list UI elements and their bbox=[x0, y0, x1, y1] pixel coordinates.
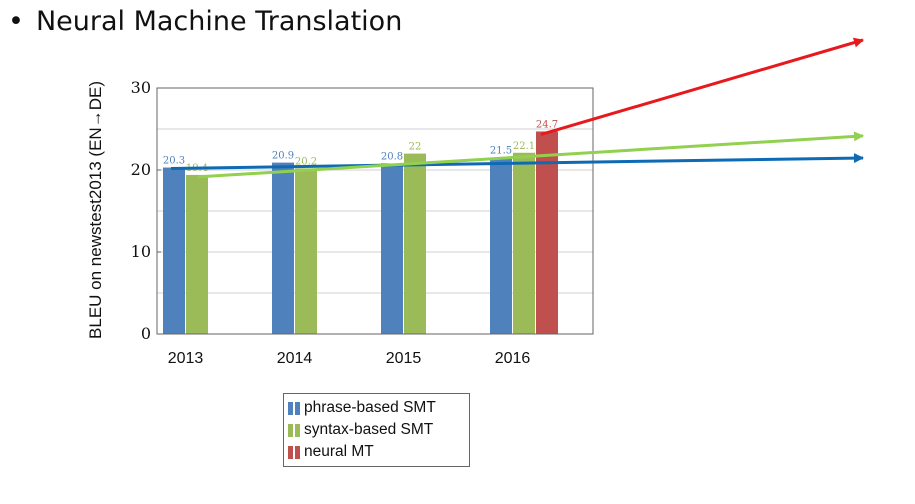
data-label: 22 bbox=[409, 142, 422, 153]
data-label: 22.1 bbox=[513, 141, 535, 152]
bar-layer bbox=[163, 131, 558, 334]
legend-swatch-neural bbox=[288, 445, 300, 459]
x-tick-label: 2016 bbox=[495, 350, 531, 367]
bar-phrase-based-smt-2015 bbox=[381, 163, 403, 334]
legend-item-phrase: phrase-based SMT bbox=[288, 397, 465, 419]
bullet-icon: • bbox=[8, 6, 24, 37]
x-tick-layer: 2013 2014 2015 2016 bbox=[168, 350, 531, 367]
data-label: 20.8 bbox=[381, 151, 403, 162]
slide-title-text: Neural Machine Translation bbox=[35, 6, 403, 37]
bar-syntax-based-smt-2015 bbox=[404, 153, 426, 334]
trend-arrow-neural bbox=[540, 37, 864, 136]
bar-phrase-based-smt-2014 bbox=[272, 162, 294, 334]
bar-syntax-based-smt-2014 bbox=[295, 168, 317, 334]
data-label: 20.2 bbox=[295, 156, 317, 167]
x-tick-label: 2015 bbox=[386, 350, 422, 367]
x-tick-label: 2014 bbox=[277, 350, 313, 367]
slide-title: • Neural Machine Translation bbox=[8, 6, 402, 37]
legend-label-syntax: syntax-based SMT bbox=[304, 421, 434, 438]
data-label: 20.9 bbox=[272, 151, 294, 162]
legend-item-syntax: syntax-based SMT bbox=[288, 419, 465, 441]
legend-label-neural: neural MT bbox=[304, 443, 374, 460]
y-tick-label: 20 bbox=[131, 160, 151, 179]
legend-label-phrase: phrase-based SMT bbox=[304, 399, 436, 416]
data-label: 20.3 bbox=[163, 156, 185, 167]
plot-frame bbox=[156, 87, 594, 335]
legend-swatch-phrase bbox=[288, 401, 300, 415]
legend-swatch-syntax bbox=[288, 423, 300, 437]
y-tick-label: 30 bbox=[131, 78, 151, 97]
data-label: 21.5 bbox=[490, 146, 512, 157]
legend: phrase-based SMT syntax-based SMT neural… bbox=[283, 393, 470, 467]
y-tick-layer: 0 10 20 30 bbox=[131, 78, 161, 343]
bar-syntax-based-smt-2013 bbox=[186, 174, 208, 334]
trend-arrow-layer bbox=[170, 37, 864, 179]
trend-arrow-syntax bbox=[197, 131, 864, 179]
bar-neural-mt-2016 bbox=[536, 131, 558, 334]
bar-syntax-based-smt-2016 bbox=[513, 152, 535, 334]
y-axis-label: BLEU on newstest2013 (EN→DE) bbox=[86, 81, 105, 339]
y-tick-label: 0 bbox=[141, 324, 151, 343]
data-label: 24.7 bbox=[536, 119, 558, 130]
x-tick-label: 2013 bbox=[168, 350, 204, 367]
trend-arrow-phrase bbox=[170, 153, 864, 171]
legend-item-neural: neural MT bbox=[288, 441, 465, 463]
y-tick-label: 10 bbox=[131, 242, 151, 261]
bar-phrase-based-smt-2016 bbox=[490, 157, 512, 334]
bar-phrase-based-smt-2013 bbox=[163, 167, 185, 334]
